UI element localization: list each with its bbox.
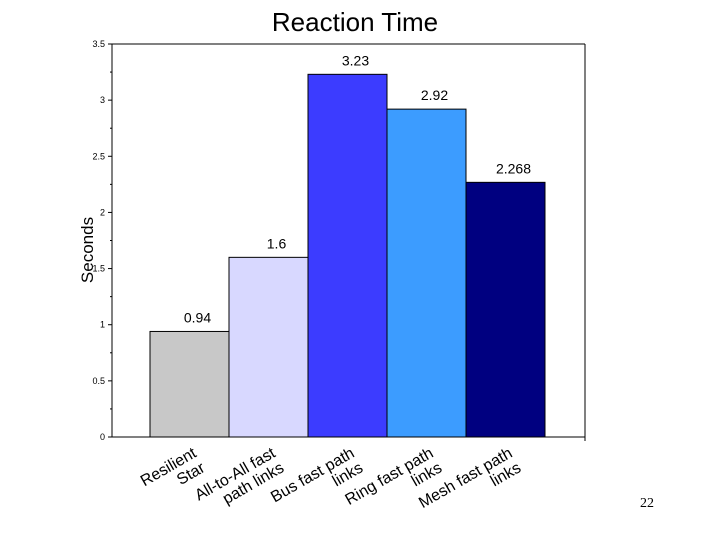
bar-value-label: 2.268	[496, 160, 531, 176]
bar-value-label: 0.94	[184, 309, 211, 325]
bar-value-label: 2.92	[421, 87, 448, 103]
x-tick-label: All-to-All fastpath links	[192, 444, 287, 519]
chart-title: Reaction Time	[272, 7, 438, 37]
y-tick-label: 3.5	[92, 39, 105, 49]
bar-value-label: 3.23	[342, 52, 369, 68]
y-axis: 0 0.5 1 1.5 2 2.5 3 3.5	[92, 39, 112, 442]
y-tick-label: 3	[100, 95, 105, 105]
bar	[149, 330, 230, 438]
y-tick-label: 0.5	[92, 376, 105, 386]
x-tick-label-text: Ring fast pathlinks	[342, 445, 445, 524]
y-tick-label: 2.5	[92, 151, 105, 161]
y-tick-label: 2	[100, 207, 105, 217]
x-tick-label: Ring fast pathlinks	[342, 445, 445, 524]
bar-value-label: 1.6	[267, 235, 287, 251]
y-tick-label: 1.5	[92, 264, 105, 274]
y-axis-label: Seconds	[78, 217, 97, 283]
bars: 0.94 1.6 3.23 2.92 2.268	[149, 52, 546, 438]
x-tick-label-text: Bus fast pathlinks	[268, 445, 366, 521]
x-tick-label-text: All-to-All fastpath links	[192, 444, 287, 519]
y-tick-label: 0	[100, 432, 105, 442]
page-number: 22	[640, 496, 654, 511]
x-tick-label: Bus fast pathlinks	[268, 445, 366, 521]
bar	[228, 256, 309, 438]
bar	[307, 73, 388, 438]
y-tick-label: 1	[100, 320, 105, 330]
bar	[465, 181, 546, 438]
bar	[386, 108, 467, 438]
